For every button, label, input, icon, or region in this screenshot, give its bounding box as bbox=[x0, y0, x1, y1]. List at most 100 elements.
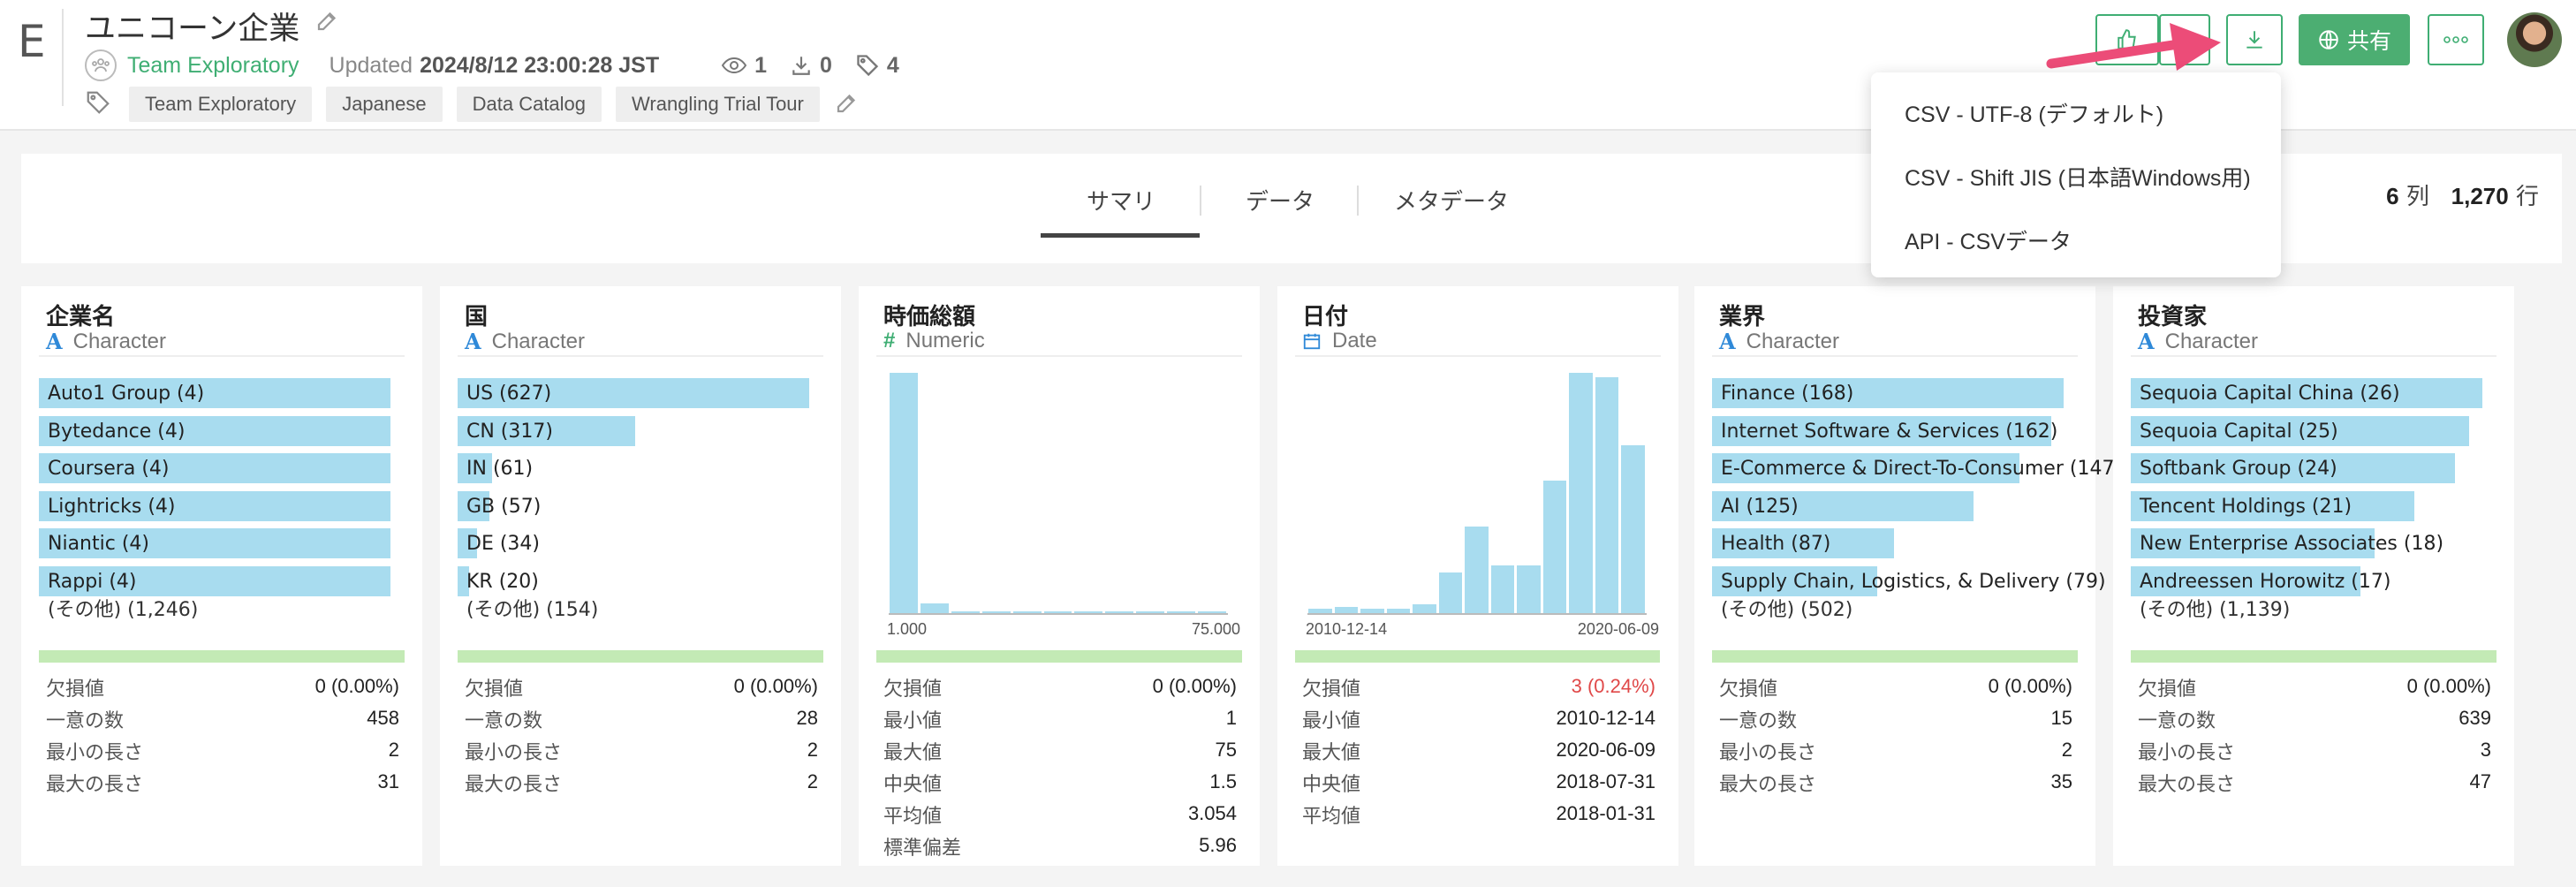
tag-chip[interactable]: Team Exploratory bbox=[129, 87, 313, 122]
value-frequency-row[interactable]: Coursera (4) bbox=[39, 453, 405, 484]
value-frequency-row[interactable]: KR (20) bbox=[458, 566, 823, 596]
value-frequency-row[interactable]: Niantic (4) bbox=[39, 528, 405, 559]
tag-chip[interactable]: Japanese bbox=[326, 87, 443, 122]
stat-value[interactable]: 3 (0.24%) bbox=[1571, 675, 1655, 697]
column-type: A Character bbox=[46, 329, 166, 354]
frequency-label: Sequoia Capital (25) bbox=[2140, 420, 2338, 443]
histogram-bar[interactable] bbox=[1167, 611, 1196, 613]
value-frequency-row[interactable]: AI (125) bbox=[1712, 490, 2078, 521]
histogram-bar[interactable] bbox=[1517, 565, 1541, 613]
histogram-bar[interactable] bbox=[981, 611, 1011, 613]
stat-row: 最大値 2020-06-09 bbox=[1302, 733, 1655, 764]
tag-chip[interactable]: Data Catalog bbox=[456, 87, 602, 122]
card-divider bbox=[458, 355, 823, 357]
histogram-bar[interactable] bbox=[920, 603, 949, 613]
value-frequency-row[interactable]: Auto1 Group (4) bbox=[39, 378, 405, 408]
stat-label: 最大の長さ bbox=[46, 774, 144, 796]
stat-row: 最大値 75 bbox=[883, 733, 1237, 764]
page-title: ユニコーン企業 bbox=[85, 11, 300, 47]
histogram-bar[interactable] bbox=[1043, 611, 1072, 613]
user-avatar[interactable] bbox=[2507, 12, 2562, 67]
value-frequency-row[interactable]: US (627) bbox=[458, 378, 823, 408]
histogram-bar[interactable] bbox=[1012, 611, 1042, 613]
frequency-label: Supply Chain, Logistics, & Delivery (79) bbox=[1721, 571, 2106, 593]
download-button[interactable] bbox=[2226, 14, 2283, 65]
value-frequency-row[interactable]: Softbank Group (24) bbox=[2131, 453, 2496, 484]
column-name[interactable]: 国 bbox=[465, 304, 489, 330]
histogram-bar[interactable] bbox=[1198, 611, 1226, 613]
histogram-min-label: 1.000 bbox=[887, 620, 928, 638]
histogram-bar[interactable] bbox=[1074, 611, 1103, 613]
histogram-bar[interactable] bbox=[1386, 608, 1411, 613]
value-frequency-row[interactable]: New Enterprise Associates (18) bbox=[2131, 528, 2496, 559]
value-frequency-row[interactable]: Finance (168) bbox=[1712, 378, 2078, 408]
histogram-bar[interactable] bbox=[1621, 444, 1645, 613]
value-frequency-row[interactable]: Sequoia Capital (25) bbox=[2131, 415, 2496, 446]
histogram-bar[interactable] bbox=[890, 373, 918, 613]
column-name[interactable]: 日付 bbox=[1302, 304, 1349, 330]
views-count: 1 bbox=[721, 53, 767, 79]
histogram-bar[interactable] bbox=[1465, 527, 1489, 613]
value-frequency-row[interactable]: Internet Software & Services (162) bbox=[1712, 415, 2078, 446]
value-frequency-row[interactable]: DE (34) bbox=[458, 528, 823, 559]
team-link[interactable]: Team Exploratory bbox=[127, 52, 299, 78]
value-frequency-row[interactable]: Sequoia Capital China (26) bbox=[2131, 378, 2496, 408]
histogram-bar[interactable] bbox=[1595, 377, 1619, 613]
data-quality-bar bbox=[876, 650, 1242, 663]
stat-label: 欠損値 bbox=[2138, 679, 2197, 701]
histogram-bar[interactable] bbox=[951, 611, 980, 613]
histogram-bar[interactable] bbox=[1542, 481, 1567, 613]
value-frequency-row[interactable]: Rappi (4) bbox=[39, 566, 405, 596]
histogram-bar[interactable] bbox=[1308, 608, 1332, 613]
menu-item-csv-utf8[interactable]: CSV - UTF-8 (デフォルト) bbox=[1905, 102, 2164, 127]
value-frequency-row[interactable]: Bytedance (4) bbox=[39, 415, 405, 446]
share-button[interactable]: 共有 bbox=[2299, 14, 2410, 65]
stat-label: 平均値 bbox=[883, 806, 943, 828]
tag-icon bbox=[857, 55, 879, 77]
value-frequency-row[interactable]: CN (317) bbox=[458, 415, 823, 446]
histogram-bar[interactable] bbox=[1105, 611, 1134, 613]
histogram-bar[interactable] bbox=[1569, 373, 1593, 613]
tab-data[interactable]: データ bbox=[1246, 189, 1315, 216]
stat-row: 平均値 2018-01-31 bbox=[1302, 797, 1655, 828]
edit-title-icon[interactable] bbox=[314, 7, 341, 38]
edit-tags-icon[interactable] bbox=[834, 89, 860, 120]
histogram-max-label: 2020-06-09 bbox=[1577, 620, 1659, 638]
histogram-bar[interactable] bbox=[1360, 608, 1384, 613]
frequency-bar bbox=[458, 378, 809, 408]
histogram-bar[interactable] bbox=[1334, 607, 1359, 613]
frequency-label: IN (61) bbox=[466, 458, 534, 481]
more-button[interactable] bbox=[2428, 14, 2484, 65]
tab-metadata[interactable]: メタデータ bbox=[1394, 189, 1510, 216]
menu-item-api-csv[interactable]: API - CSVデータ bbox=[1905, 230, 2072, 254]
column-name[interactable]: 企業名 bbox=[46, 304, 116, 330]
tag-chip[interactable]: Wrangling Trial Tour bbox=[616, 87, 820, 122]
value-frequency-row[interactable]: Andreessen Horowitz (17) bbox=[2131, 566, 2496, 596]
app-logo[interactable]: E bbox=[18, 16, 46, 67]
stat-label: 最小の長さ bbox=[1719, 742, 1817, 764]
frequency-bar bbox=[2131, 453, 2456, 484]
column-type: A Character bbox=[465, 329, 585, 354]
value-frequency-row[interactable]: E-Commerce & Direct-To-Consumer (147) bbox=[1712, 453, 2122, 484]
histogram-bar[interactable] bbox=[1438, 572, 1463, 613]
histogram-bar[interactable] bbox=[1490, 565, 1515, 613]
character-icon: A bbox=[2138, 329, 2155, 354]
value-frequency-row[interactable]: GB (57) bbox=[458, 490, 823, 521]
header-divider bbox=[62, 9, 64, 106]
tab-summary[interactable]: サマリ bbox=[1087, 189, 1156, 216]
stat-label: 欠損値 bbox=[883, 679, 943, 701]
menu-item-csv-shift-jis[interactable]: CSV - Shift JIS (日本語Windows用) bbox=[1905, 166, 2251, 191]
value-frequency-row[interactable]: Lightricks (4) bbox=[39, 490, 405, 521]
other-values-label: (その他) (1,246) bbox=[48, 599, 199, 621]
column-name[interactable]: 投資家 bbox=[2138, 304, 2208, 330]
column-name[interactable]: 時価総額 bbox=[883, 304, 976, 330]
histogram-bar[interactable] bbox=[1413, 604, 1436, 613]
stat-row: 最小値 2010-12-14 bbox=[1302, 701, 1655, 732]
frequency-bar bbox=[2131, 528, 2375, 559]
column-name[interactable]: 業界 bbox=[1719, 304, 1766, 330]
value-frequency-row[interactable]: Tencent Holdings (21) bbox=[2131, 490, 2496, 521]
value-frequency-row[interactable]: Supply Chain, Logistics, & Delivery (79) bbox=[1712, 566, 2106, 596]
value-frequency-row[interactable]: IN (61) bbox=[458, 453, 823, 484]
value-frequency-row[interactable]: Health (87) bbox=[1712, 528, 2078, 559]
histogram-bar[interactable] bbox=[1136, 611, 1165, 613]
